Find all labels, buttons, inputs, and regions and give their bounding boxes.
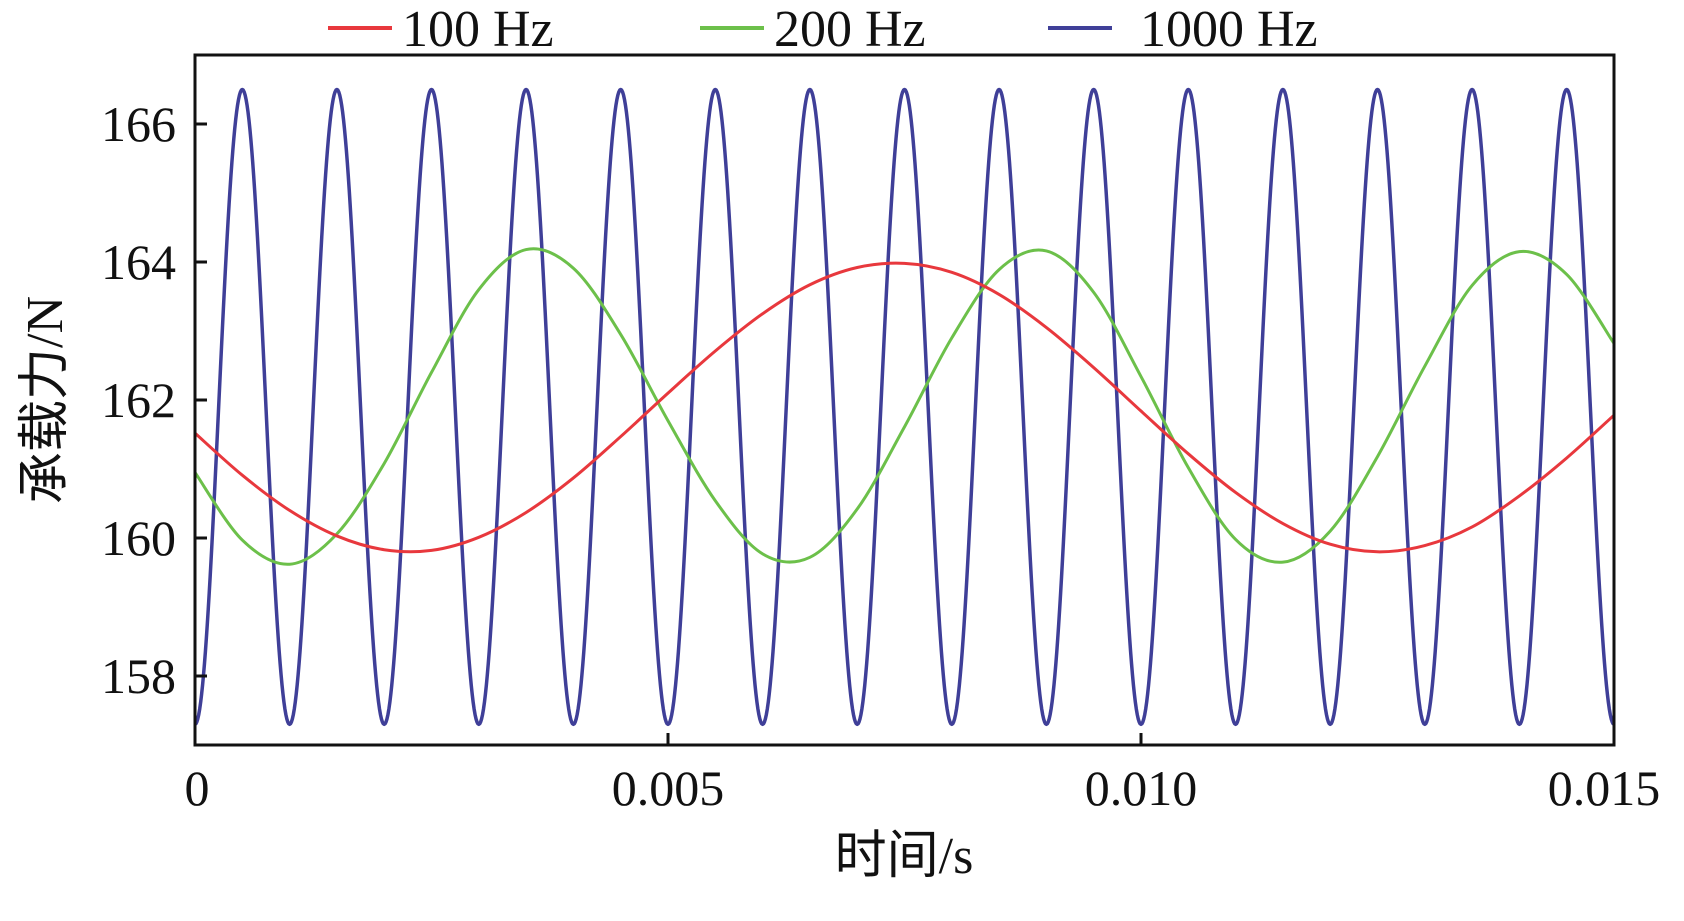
legend: 100 Hz 200 Hz 1000 Hz — [328, 1, 1318, 58]
x-tick-label: 0.010 — [1085, 760, 1198, 816]
y-tick-label: 158 — [101, 648, 176, 704]
legend-item-1000hz: 1000 Hz — [1048, 1, 1318, 58]
x-tick-label: 0.015 — [1548, 760, 1661, 816]
series-layer — [193, 87, 1616, 727]
series-line-100hz — [194, 261, 1616, 554]
y-axis-title: 承载力/N — [17, 296, 74, 504]
legend-item-100hz: 100 Hz — [328, 1, 554, 58]
y-tick-label: 160 — [101, 510, 176, 566]
legend-item-200hz: 200 Hz — [700, 1, 926, 58]
x-tick-label: 0 — [185, 760, 210, 816]
x-axis-title: 时间/s — [835, 828, 974, 885]
y-tick-label: 164 — [101, 234, 176, 290]
x-tick-label: 0.005 — [612, 760, 725, 816]
legend-label-200hz: 200 Hz — [774, 1, 926, 58]
y-tick-label: 162 — [101, 372, 176, 428]
series-line-1000hz — [194, 87, 1615, 727]
ticks-layer: 0 0.005 0.010 0.015 158 160 162 164 166 — [101, 96, 1660, 816]
series-line-200hz — [193, 247, 1616, 566]
y-tick-label: 166 — [101, 96, 176, 152]
legend-label-1000hz: 1000 Hz — [1140, 1, 1318, 58]
legend-label-100hz: 100 Hz — [402, 1, 554, 58]
